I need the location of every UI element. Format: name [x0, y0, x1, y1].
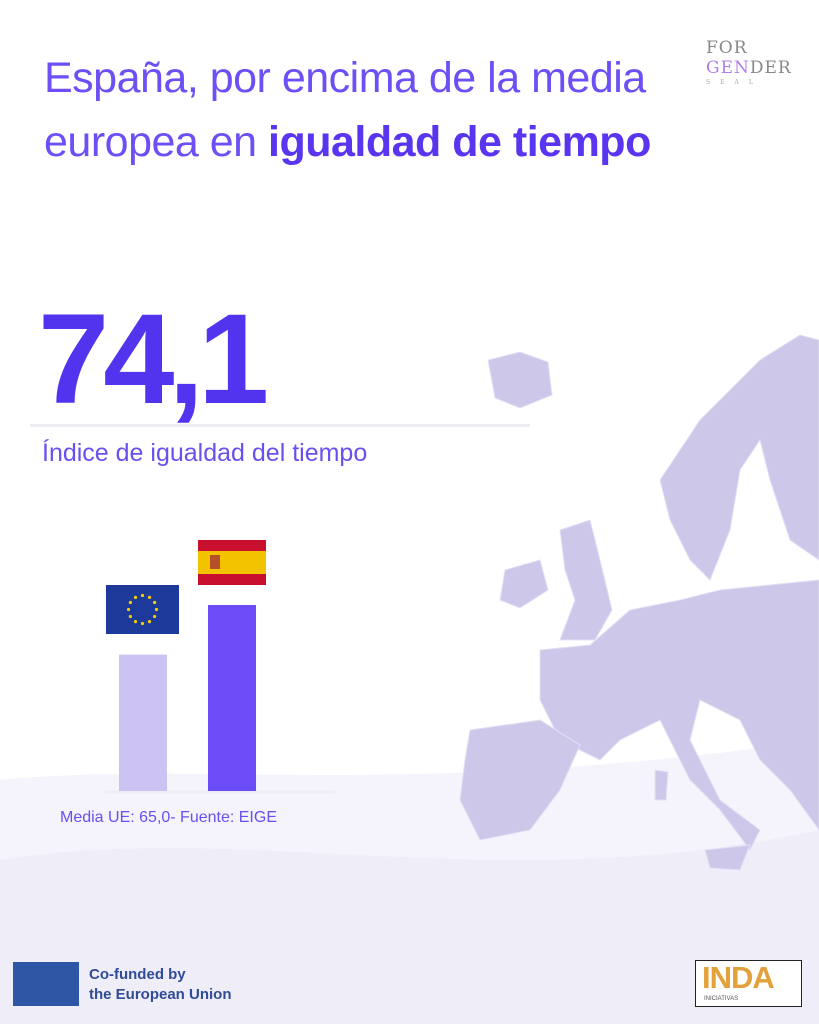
star-icon — [128, 614, 132, 619]
divider — [30, 424, 530, 427]
star-icon — [140, 593, 145, 598]
forgender-logo: FOR GENDER SEAL — [706, 38, 792, 87]
star-icon — [128, 600, 132, 605]
europe-map — [459, 334, 819, 871]
star-icon — [126, 607, 131, 612]
title-light: España, por encima de la media europea e… — [44, 54, 646, 166]
eu-emblem-icon — [13, 962, 79, 1006]
star-icon — [147, 595, 152, 599]
eu-text-1: Co-funded by — [89, 966, 186, 983]
eu-cofunded-text: Co-funded by the European Union — [89, 965, 232, 1005]
headline-value: 74,1 — [38, 288, 269, 431]
star-icon — [154, 607, 159, 612]
logo-line1: FOR — [706, 38, 748, 58]
eu-text-2: the European Union — [89, 986, 232, 1003]
logo-line2a: GEN — [706, 58, 750, 78]
inda-logo-text: INDA — [702, 960, 775, 995]
background-wave — [0, 830, 819, 1024]
headline-label: Índice de igualdad del tiempo — [42, 439, 368, 467]
bar-ue — [119, 654, 167, 791]
page-title: España, por encima de la media europea e… — [44, 46, 684, 174]
star-icon — [147, 620, 152, 624]
star-icon — [153, 614, 157, 619]
bar-españa — [208, 605, 256, 791]
chart-note: Media UE: 65,0- Fuente: EIGE — [60, 809, 277, 826]
star-icon — [133, 595, 138, 599]
star-icon — [133, 620, 138, 624]
spain-flag-icon — [198, 540, 266, 585]
logo-line3: SEAL — [706, 79, 763, 86]
star-icon — [153, 600, 157, 605]
eu-flag-icon — [106, 585, 179, 634]
inda-logo-sub: INICIATIVAS — [704, 996, 739, 1002]
star-icon — [140, 621, 145, 626]
title-bold: igualdad de tiempo — [268, 118, 651, 166]
inda-logo: INDA INICIATIVAS — [695, 960, 802, 1007]
logo-line2b: DER — [749, 58, 792, 78]
